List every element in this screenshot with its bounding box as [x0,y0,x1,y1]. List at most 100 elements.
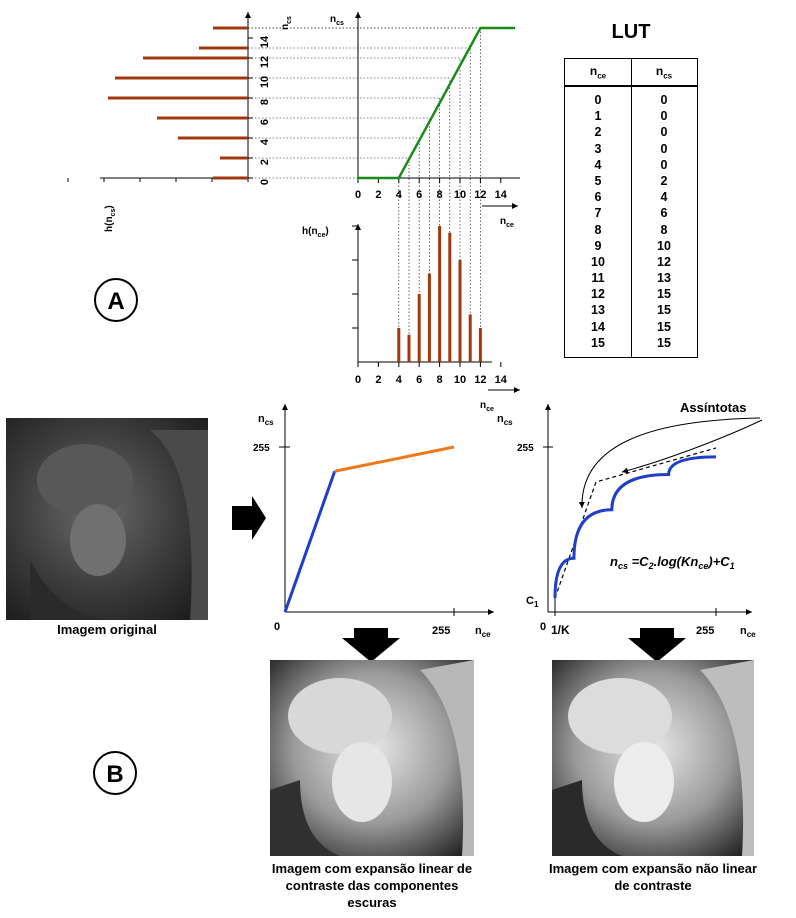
transfer-x-tick: 6 [416,189,422,201]
svg-text:B: B [106,761,123,788]
transfer-x-tick: 4 [396,189,403,201]
left-y-tick: 4 [259,138,271,145]
lut-nce-value: 14 [591,319,605,334]
asymptote-lines [554,447,717,599]
left-y-tick: 0 [259,179,271,185]
lut-ncs-value: 0 [660,93,668,107]
lut-ncs-value: 0 [660,141,668,156]
lut-nce-value: 1 [594,109,602,124]
lut-ncs-value: 12 [657,254,671,269]
left-chart-y-label: ncs [258,413,274,427]
left-y-tick: 6 [259,119,271,125]
transfer-x-tick: 10 [454,189,466,201]
lut-ncs-value: 8 [660,222,668,237]
caption-original: Imagem original [57,622,157,637]
bottom-x-tick: 12 [474,374,486,386]
orange-segment [334,445,455,473]
right-chart-xtick-255: 255 [696,625,714,637]
arrow-down-icon [628,628,686,662]
lut-nce-value: 11 [591,271,605,286]
right-chart-x-label: nce [740,625,756,639]
lut-ncs-value: 15 [657,287,671,302]
lut-ncs-value: 10 [657,238,671,253]
bottom-x-tick: 0 [355,374,361,386]
lut-nce-value: 3 [594,141,602,156]
lut-nce-value: 7 [594,206,602,221]
left-chart-ytick: 255 [253,443,270,454]
bottom-x-tick: 2 [375,374,381,386]
lut-col-ncs: ncs [655,64,673,81]
input-histogram: 0 2 4 6 8 10 12 14 h(nce) nce [302,224,520,413]
transfer-y-label: ncs [330,14,344,27]
left-chart-xtick-255: 255 [432,625,450,637]
lut-ncs-value: 4 [660,190,668,205]
log-formula: ncs =C2.log(Knce)+C1 [610,554,735,571]
bottom-x-tick: 10 [454,374,466,386]
caption-linear: Imagem com expansão linear de contraste … [271,861,473,910]
lut-ncs-value: 6 [660,206,668,221]
transfer-x-tick: 8 [437,189,443,201]
lut-nce-value: 0 [594,93,602,107]
blue-segment [283,470,337,613]
lut-nce-value: 15 [591,335,605,350]
original-image [6,418,208,620]
lut-row: 11 13 [565,270,697,286]
log-curve [553,455,717,599]
bottom-y-label: h(nce) [302,226,329,239]
lut-row: 9 10 [565,238,697,254]
lut-table: nce ncs 0 0 1 0 2 0 3 0 4 0 5 2 6 4 7 6 8 8 9 10 10 12 11 13 12 1… [564,58,698,358]
svg-text:A: A [107,288,124,315]
asymptotes-label: Assíntotas [680,400,746,415]
left-y-label: ncs [280,16,293,30]
lut-ncs-value: 15 [657,303,671,318]
arrow-right-icon [232,496,266,540]
transfer-x-tick: 14 [495,189,508,201]
lut-col-nce: nce [589,64,607,81]
bottom-x-tick: 6 [416,374,422,386]
lut-row: 14 15 [565,319,697,335]
left-y-tick: 12 [259,56,271,68]
lut-nce-value: 12 [591,287,605,302]
transfer-x-tick: 0 [355,189,361,201]
left-x-label: h(ncs) [104,205,117,232]
right-chart-xtick-0: 0 [540,621,546,633]
right-chart-ytick: 255 [517,443,534,454]
transfer-chart: 0 2 4 6 8 10 12 14 ncs nce [248,12,520,362]
transfer-x-tick: 2 [375,189,381,201]
lut-ncs-value: 15 [657,335,671,350]
nonlinear-expansion-chart: Assíntotas ncs 255 C1 0 1/K 255 nce ncs … [497,400,763,639]
lut-ncs-value: 0 [660,157,668,172]
lut-rows: 0 0 1 0 2 0 3 0 4 0 5 2 6 4 7 6 8 8 9 10 10 12 11 13 12 15 13 15 14 1… [565,92,697,351]
lut-ncs-value: 15 [657,319,671,334]
left-y-tick: 2 [259,159,271,165]
bottom-x-tick: 8 [437,374,443,386]
lut-nce-value: 6 [594,190,602,205]
nonlinear-result-image [552,660,754,856]
linear-expansion-chart: ncs 255 0 255 nce [253,404,494,639]
lut-row: 10 12 [565,254,697,270]
right-chart-y-label: ncs [497,413,513,427]
lut-nce-value: 8 [594,222,602,237]
lut-nce-value: 10 [591,254,605,269]
lut-title: LUT [611,21,651,43]
panel-b-label: B [93,751,137,795]
left-chart-x-label: nce [475,625,491,639]
lut-nce-value: 13 [591,303,605,318]
c1-label: C1 [526,595,539,609]
lut-ncs-value: 0 [660,109,668,124]
panel-a-label: A [94,278,138,322]
lut-ncs-value: 13 [657,271,671,286]
lut-ncs-value: 0 [660,125,668,140]
left-y-tick: 14 [259,35,271,48]
lut-nce-value: 9 [594,238,602,253]
transfer-function-line [358,26,515,180]
left-chart-xtick-0: 0 [274,621,280,633]
